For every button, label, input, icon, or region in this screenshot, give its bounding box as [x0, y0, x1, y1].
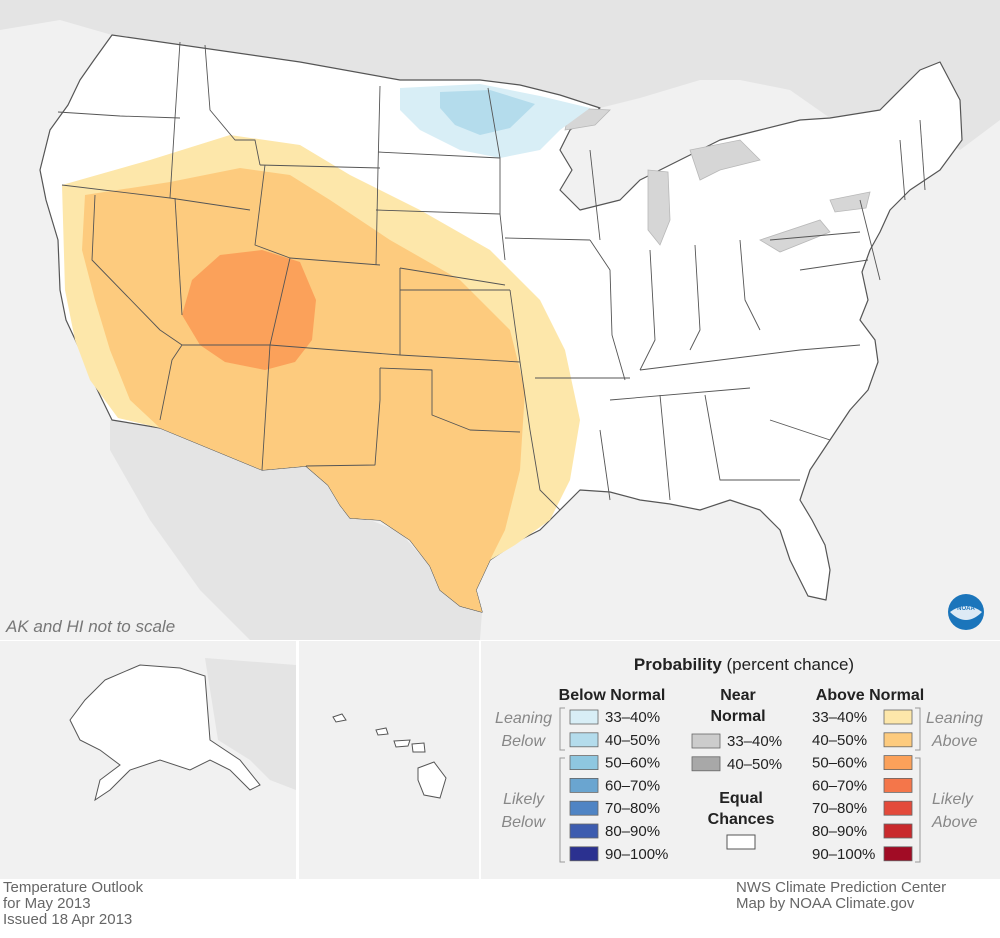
leaning-above-label-2: Above	[931, 733, 977, 750]
legend-title-rest: (percent chance)	[722, 655, 854, 674]
footer-title: Temperature Outlook	[3, 879, 144, 896]
likely-below-label-2: Below	[501, 814, 546, 831]
below-bin-label: 40–50%	[605, 732, 660, 749]
below-bin-label: 70–80%	[605, 800, 660, 817]
legend-title-bold: Probability	[634, 655, 722, 674]
equal-chances-label-1: Equal	[719, 790, 763, 807]
above-bin-label: 50–60%	[812, 755, 867, 772]
above-bin-swatch	[883, 846, 913, 862]
canada-land	[0, 0, 1000, 150]
noaa-logo: NOAA	[948, 594, 984, 630]
legend-swatches: 33–40% 40–50% 50–60% 60–70% 70–80% 80–90% 90–1…	[569, 709, 913, 863]
below-bin-swatch	[569, 778, 599, 793]
near-normal-header-2: Normal	[710, 708, 765, 725]
below-bin-swatch	[569, 823, 599, 839]
likely-below-label-1: Likely	[503, 791, 545, 808]
hawaii-islands	[332, 713, 447, 799]
below-bin-swatch	[569, 846, 599, 862]
above-bin-label: 70–80%	[812, 800, 867, 817]
below-bin-label: 33–40%	[605, 709, 660, 726]
equal-chances-swatch	[726, 834, 756, 850]
below-bin-label: 60–70%	[605, 777, 660, 794]
below-bin-label: 90–100%	[605, 846, 668, 863]
near-bin-label: 33–40%	[727, 733, 782, 750]
above-40-50-region	[82, 168, 525, 612]
below-bin-swatch	[569, 732, 599, 748]
footer-right: NWS Climate Prediction Center Map by NOA…	[736, 880, 946, 912]
near-bin-label: 40–50%	[727, 756, 782, 773]
likely-above-label-2: Above	[931, 814, 977, 831]
footer-left: Temperature Outlook for May 2013 Issued …	[3, 880, 143, 928]
above-bin-label: 80–90%	[812, 823, 867, 840]
hawaii-panel	[299, 641, 479, 879]
canada-yukon-land	[205, 658, 296, 790]
above-bin-swatch	[883, 778, 913, 793]
above-bin-swatch	[883, 800, 913, 816]
below-normal-header: Below Normal	[559, 687, 666, 704]
scale-note: AK and HI not to scale	[5, 617, 175, 636]
great-lakes	[564, 107, 871, 253]
likely-above-label-1: Likely	[932, 791, 974, 808]
above-bin-swatch	[883, 755, 913, 770]
above-normal-header: Above Normal	[816, 687, 924, 704]
state-boundaries	[57, 41, 926, 511]
above-bin-swatch	[883, 732, 913, 748]
above-bin-swatch	[883, 709, 913, 725]
above-bin-label: 90–100%	[812, 846, 875, 863]
near-normal-header-1: Near	[720, 687, 756, 704]
below-bin-label: 50–60%	[605, 755, 660, 772]
leaning-below-label-1: Leaning	[495, 710, 552, 727]
below-40-50-region	[440, 90, 535, 135]
near-bin-swatch	[691, 733, 721, 749]
above-bin-label: 33–40%	[812, 709, 867, 726]
below-bin-swatch	[569, 800, 599, 816]
noaa-logo-text: NOAA	[957, 606, 975, 612]
leaning-below-label-2: Below	[501, 733, 546, 750]
footer-period: for May 2013	[3, 895, 91, 912]
footer-credit-cpc: NWS Climate Prediction Center	[736, 879, 947, 896]
footer-credit-map: Map by NOAA Climate.gov	[736, 895, 915, 912]
mexico-land	[110, 420, 482, 640]
leaning-above-label-1: Leaning	[926, 710, 983, 727]
above-50-60-region	[182, 250, 316, 370]
below-bin-swatch	[569, 755, 599, 770]
above-bin-label: 40–50%	[812, 732, 867, 749]
equal-chances-label-2: Chances	[708, 811, 775, 828]
footer-band	[0, 879, 1000, 938]
legend-title: Probability (percent chance)	[634, 655, 854, 674]
legend-brackets	[559, 707, 921, 863]
near-bin-swatch	[691, 756, 721, 772]
below-bin-swatch	[569, 709, 599, 725]
below-bin-label: 80–90%	[605, 823, 660, 840]
alaska-outline	[69, 664, 261, 802]
above-bin-label: 60–70%	[812, 777, 867, 794]
footer-issued: Issued 18 Apr 2013	[3, 911, 133, 928]
above-bin-swatch	[883, 823, 913, 839]
